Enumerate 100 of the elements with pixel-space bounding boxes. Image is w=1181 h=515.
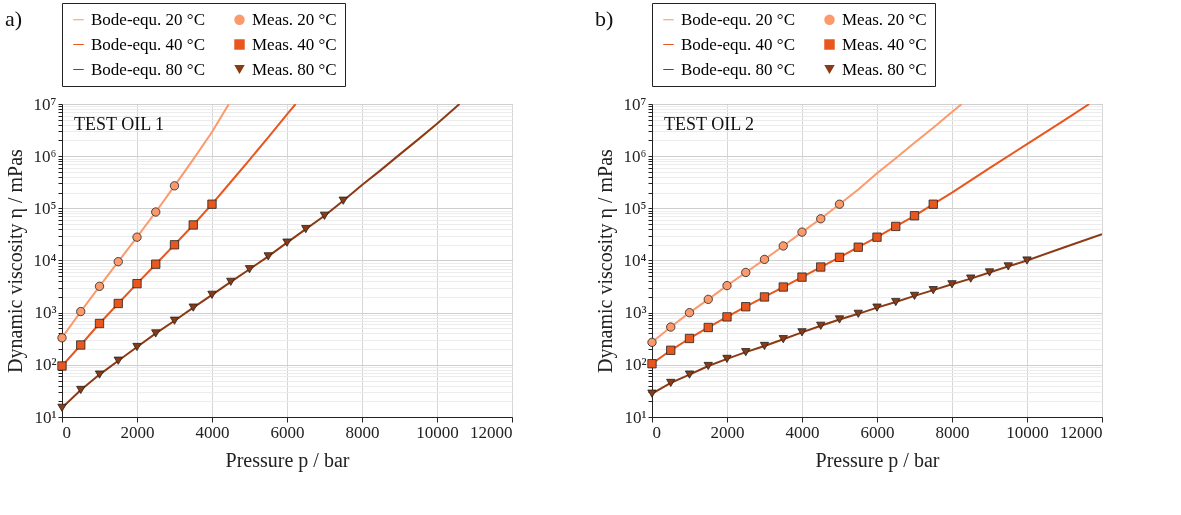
- y-tick-label: 10³: [34, 303, 57, 323]
- point: [947, 280, 957, 289]
- y-tick-label: 10⁷: [623, 94, 647, 114]
- legend-label: Meas. 40 °C: [842, 34, 927, 54]
- point: [741, 302, 751, 312]
- point: [759, 254, 770, 264]
- legend-label: Meas. 20 °C: [252, 9, 337, 29]
- point: [319, 211, 330, 220]
- point: [666, 378, 676, 387]
- y-tick-label: 10⁵: [623, 198, 647, 218]
- x-tick-label: 12000: [470, 422, 513, 442]
- point: [647, 337, 657, 347]
- point: [647, 389, 657, 398]
- legend-label: Meas. 80 °C: [252, 59, 337, 79]
- x-tick-label: 10000: [416, 422, 459, 442]
- point: [169, 316, 180, 325]
- point: [816, 214, 826, 224]
- point: [94, 370, 105, 379]
- point: [928, 286, 938, 295]
- point: [132, 342, 142, 351]
- point: [76, 340, 86, 350]
- x-tick-label: 2000: [710, 422, 745, 442]
- point: [684, 308, 695, 318]
- point: [263, 252, 273, 261]
- point: [853, 309, 863, 318]
- point: [666, 345, 676, 355]
- point: [94, 318, 105, 329]
- legend-label: Meas. 80 °C: [842, 59, 927, 79]
- point: [797, 328, 807, 337]
- point: [301, 225, 311, 234]
- point: [778, 241, 788, 251]
- y-tick-label: 10⁷: [33, 94, 57, 114]
- x-tick-label: 6000: [270, 422, 305, 442]
- point: [188, 303, 198, 312]
- point: [169, 181, 180, 191]
- x-tick-label: 2000: [120, 422, 155, 442]
- point: [703, 361, 713, 371]
- point: [872, 303, 882, 312]
- point: [816, 321, 826, 330]
- y-tick-label: 10¹: [34, 407, 57, 427]
- y-tick-label: 10⁵: [33, 198, 57, 218]
- point: [1003, 262, 1013, 271]
- point: [984, 268, 995, 277]
- point: [113, 298, 123, 309]
- point: [113, 257, 123, 267]
- y-tick-label: 10⁴: [623, 251, 647, 270]
- y-tick-label: 10¹: [624, 407, 647, 427]
- point: [797, 272, 807, 282]
- x-tick-label: 8000: [345, 422, 380, 442]
- x-tick-label: 12000: [1060, 422, 1103, 442]
- point: [226, 277, 236, 286]
- y-tick-label: 10⁶: [33, 146, 57, 166]
- point: [647, 359, 657, 369]
- point: [684, 333, 695, 344]
- point: [338, 196, 348, 205]
- legend-label: Bode-equ. 40 °C: [681, 34, 795, 54]
- point: [722, 281, 732, 291]
- point: [666, 322, 676, 332]
- point: [684, 370, 695, 379]
- point: [928, 199, 938, 209]
- y-axis-title: Dynamic viscosity η / mPas: [593, 148, 617, 373]
- point: [741, 267, 751, 278]
- point: [891, 298, 901, 307]
- point: [872, 232, 882, 242]
- legend-label: Bode-equ. 20 °C: [681, 9, 795, 29]
- point: [816, 262, 826, 272]
- point: [132, 279, 142, 289]
- point: [113, 356, 123, 365]
- x-tick-label: 4000: [785, 422, 820, 442]
- x-tick-label: 8000: [935, 422, 970, 442]
- point: [76, 306, 86, 317]
- y-tick-label: 10²: [34, 355, 57, 375]
- point: [778, 335, 788, 344]
- annotation: TEST OIL 1: [74, 114, 164, 134]
- point: [797, 227, 807, 237]
- x-tick-label: 6000: [860, 422, 895, 442]
- point: [778, 282, 788, 292]
- point: [909, 291, 920, 300]
- point: [741, 348, 751, 357]
- x-axis-title: Pressure p / bar: [225, 448, 350, 472]
- x-axis-title: Pressure p / bar: [815, 448, 940, 472]
- point: [169, 240, 180, 250]
- point: [966, 274, 976, 283]
- y-tick-label: 10²: [624, 355, 647, 375]
- point: [909, 211, 920, 221]
- point: [94, 281, 105, 291]
- point: [282, 238, 292, 247]
- point: [759, 341, 770, 350]
- legend-label: Bode-equ. 40 °C: [91, 34, 205, 54]
- point: [244, 265, 255, 274]
- legend-label: Meas. 20 °C: [842, 9, 927, 29]
- y-axis-title: Dynamic viscosity η / mPas: [3, 148, 27, 373]
- legend-label: Meas. 40 °C: [252, 34, 337, 54]
- point: [188, 220, 198, 230]
- point: [722, 354, 732, 363]
- point: [891, 221, 901, 232]
- y-tick-label: 10⁴: [33, 251, 57, 270]
- chart-title: b): [595, 5, 614, 31]
- point: [722, 312, 732, 322]
- point: [76, 385, 86, 394]
